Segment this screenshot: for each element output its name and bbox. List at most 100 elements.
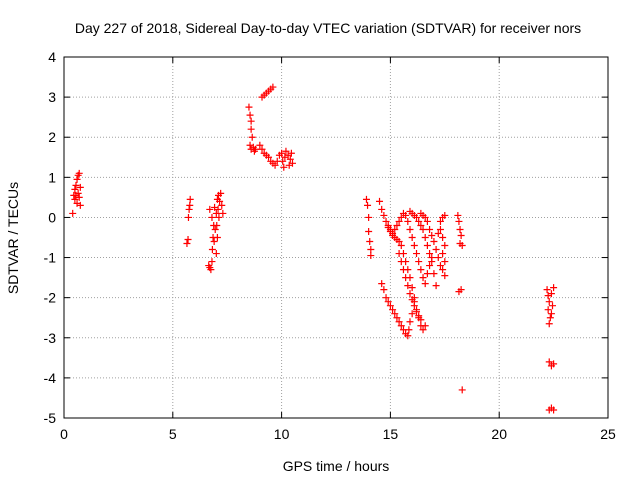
- data-point: [410, 242, 418, 250]
- x-tick-label: 25: [600, 426, 616, 442]
- data-point: [417, 316, 425, 324]
- data-point: [246, 111, 254, 119]
- data-point: [74, 189, 82, 197]
- data-point: [380, 286, 388, 294]
- tick-labels: 0 5 10 15 20 25 -5 -4 -3 -2 -1 0 1 2 3 4: [44, 49, 616, 442]
- y-tick-label: 4: [48, 49, 56, 65]
- axis-ticks: [63, 56, 609, 419]
- data-point: [417, 266, 425, 274]
- data-point: [366, 238, 374, 246]
- data-point: [183, 240, 191, 248]
- data-point: [69, 209, 77, 217]
- y-tick-label: -5: [44, 410, 57, 426]
- data-point: [211, 225, 219, 233]
- data-point: [430, 270, 438, 278]
- data-point: [439, 234, 447, 241]
- y-tick-label: -1: [44, 250, 57, 266]
- data-point: [402, 211, 410, 219]
- data-point: [256, 141, 264, 149]
- data-point: [417, 221, 425, 229]
- data-point: [545, 358, 553, 366]
- data-point: [413, 213, 421, 221]
- x-tick-label: 15: [383, 426, 399, 442]
- data-point: [217, 189, 225, 197]
- data-point: [365, 213, 373, 221]
- data-point: [421, 322, 429, 330]
- data-point: [245, 103, 253, 111]
- data-point: [247, 125, 255, 133]
- data-point: [457, 231, 465, 239]
- x-tick-label: 0: [60, 426, 68, 442]
- y-tick-label: 1: [48, 169, 56, 185]
- data-point: [395, 318, 403, 326]
- data-point: [423, 217, 431, 225]
- data-point: [382, 217, 390, 225]
- data-point: [404, 332, 412, 340]
- data-point: [408, 296, 416, 304]
- data-point: [404, 217, 412, 225]
- data-point: [545, 298, 553, 306]
- data-point: [546, 314, 554, 322]
- data-point: [184, 213, 192, 221]
- x-tick-label: 10: [274, 426, 290, 442]
- data-point: [423, 242, 431, 250]
- data-point: [439, 250, 447, 258]
- data-point: [393, 221, 401, 229]
- data-point: [426, 250, 434, 258]
- data-point: [415, 312, 423, 320]
- data-point: [71, 185, 79, 193]
- data-point: [404, 282, 412, 290]
- data-point: [271, 161, 279, 169]
- data-point: [364, 201, 372, 209]
- y-tick-label: 0: [48, 209, 56, 225]
- data-point: [367, 246, 375, 254]
- data-point: [395, 238, 403, 246]
- data-point: [208, 258, 216, 266]
- y-tick-label: -2: [44, 290, 57, 306]
- data-point: [389, 229, 397, 237]
- data-point: [365, 227, 373, 235]
- data-point: [279, 157, 287, 165]
- data-point: [258, 145, 266, 153]
- data-point: [395, 217, 403, 225]
- data-point: [186, 201, 194, 209]
- data-point: [395, 250, 403, 258]
- data-point: [216, 197, 224, 205]
- data-point: [384, 221, 392, 229]
- data-point: [212, 209, 220, 217]
- data-point: [406, 318, 414, 326]
- data-point: [280, 163, 288, 171]
- y-tick-label: -4: [44, 370, 57, 386]
- data-point: [376, 197, 384, 205]
- data-point: [218, 201, 226, 209]
- data-point: [410, 302, 418, 310]
- data-point: [76, 183, 84, 191]
- data-point: [419, 274, 427, 282]
- data-point: [432, 282, 440, 290]
- data-point: [402, 274, 410, 282]
- data-point: [287, 149, 295, 157]
- data-point: [423, 270, 431, 278]
- data-point: [436, 262, 444, 270]
- data-point: [421, 280, 429, 288]
- data-point: [386, 302, 394, 310]
- data-point: [185, 205, 193, 213]
- data-point: [399, 266, 407, 274]
- data-point: [458, 386, 466, 394]
- data-point: [426, 225, 434, 233]
- data-point: [397, 213, 405, 221]
- data-point: [288, 159, 296, 167]
- data-point: [215, 213, 223, 221]
- data-point: [213, 221, 221, 229]
- data-point: [75, 193, 83, 201]
- data-point: [547, 310, 555, 318]
- data-point: [380, 211, 388, 219]
- data-point: [72, 181, 80, 189]
- data-points: [69, 83, 558, 414]
- data-point: [278, 149, 286, 157]
- data-point: [544, 306, 552, 314]
- data-point: [454, 211, 462, 219]
- data-point: [397, 258, 405, 266]
- data-point: [415, 217, 423, 225]
- data-point: [439, 213, 447, 221]
